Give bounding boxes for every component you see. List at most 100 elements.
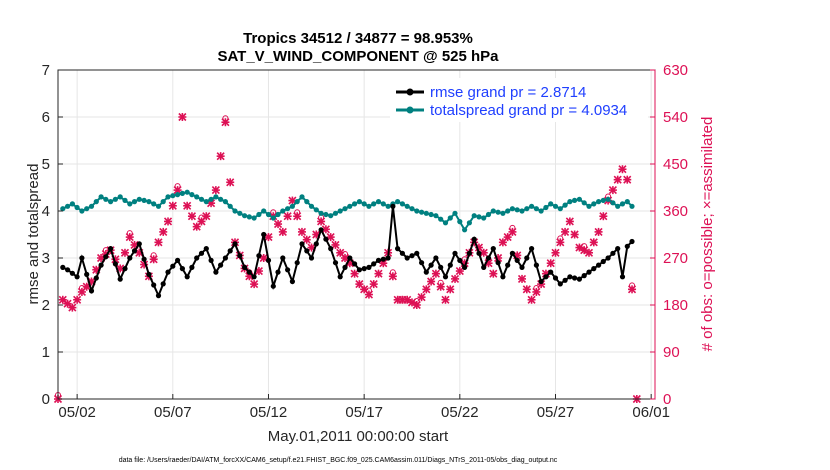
rmse-point <box>318 227 324 233</box>
totalspread-point <box>265 211 272 218</box>
rmse-point <box>509 250 515 256</box>
rmse-point <box>519 264 525 270</box>
totalspread-point <box>485 211 492 218</box>
obs-marker <box>326 233 335 242</box>
rmse-point <box>433 255 439 261</box>
totalspread-point <box>462 227 468 233</box>
totalspread-point <box>141 197 147 203</box>
totalspread-point <box>457 219 463 225</box>
rmse-point <box>308 255 315 261</box>
rmse-point <box>108 246 114 252</box>
x-axis-ticks: 05/02 05/07 05/12 05/17 05/22 05/27 06/01 <box>58 394 670 421</box>
obs-possible-mark <box>270 209 277 216</box>
rmse-point <box>246 269 252 275</box>
obs-marker <box>527 295 536 304</box>
obs-marker <box>364 287 374 299</box>
rmse-point <box>213 269 219 275</box>
y-left-tick-label: 4 <box>42 203 50 220</box>
rmse-point <box>390 203 396 209</box>
obs-marker <box>589 238 598 247</box>
totalspread-point <box>289 203 295 209</box>
obs-marker <box>350 269 359 278</box>
totalspread-point <box>548 201 554 207</box>
totalspread-point <box>538 208 544 214</box>
totalspread-point <box>476 214 482 220</box>
totalspread-point <box>251 215 257 221</box>
totalspread-point <box>342 206 348 212</box>
rmse-point <box>79 255 85 261</box>
legend-rmse-marker <box>406 88 414 96</box>
totalspread-point <box>576 196 583 202</box>
obs-possible-mark <box>581 243 588 250</box>
rmse-point <box>385 255 391 261</box>
totalspread-point <box>452 210 458 216</box>
y-left-tick-label: 3 <box>42 250 50 267</box>
x-tick-label: 05/07 <box>154 404 192 421</box>
rmse-point <box>189 264 195 270</box>
rmse-point <box>275 269 281 275</box>
obs-marker <box>183 201 192 210</box>
totalspread-point <box>323 211 329 218</box>
totalspread-point <box>65 203 71 209</box>
rmse-point <box>375 257 382 263</box>
totalspread-point <box>533 206 540 212</box>
obs-marker <box>355 280 364 289</box>
obs-marker <box>427 277 436 286</box>
totalspread-point <box>189 192 195 198</box>
totalspread-point <box>505 208 511 214</box>
obs-marker <box>489 269 498 278</box>
obs-marker <box>455 266 464 276</box>
rmse-point <box>294 260 300 266</box>
rmse-point <box>347 255 353 261</box>
totalspread-point <box>60 206 66 212</box>
rmse-point <box>218 262 224 268</box>
totalspread-point <box>404 203 410 209</box>
legend-box <box>390 78 648 122</box>
obs-marker <box>120 248 130 257</box>
rmse-point <box>548 269 554 275</box>
obs-marker <box>73 295 82 304</box>
obs-marker <box>374 269 383 278</box>
rmse-point <box>323 236 329 242</box>
totalspread-point <box>500 210 506 216</box>
rmse-point <box>476 250 482 256</box>
totalspread-point <box>524 206 530 212</box>
totalspread-point <box>227 203 233 209</box>
rmse-point <box>261 231 267 238</box>
totalspread-point <box>285 206 291 212</box>
y-right-tick-label: 270 <box>663 250 688 267</box>
legend-spread-label: totalspread grand pr = 4.0934 <box>430 102 627 119</box>
rmse-point <box>419 260 425 266</box>
rmse-point <box>93 275 99 281</box>
totalspread-point <box>203 199 209 205</box>
totalspread-point <box>98 194 104 200</box>
x-axis-label: May.01,2011 00:00:00 start <box>268 428 449 445</box>
obs-marker <box>599 212 608 221</box>
totalspread-point <box>380 201 386 207</box>
rmse-point <box>184 274 190 280</box>
totalspread-point <box>371 201 377 207</box>
totalspread-point <box>466 220 472 226</box>
totalspread-point <box>304 199 310 205</box>
totalspread-point <box>419 209 425 215</box>
rmse-point <box>576 276 583 282</box>
legend-spread-marker <box>406 106 414 114</box>
rmse-point <box>146 271 152 277</box>
chart-subtitle: SAT_V_WIND_COMPONENT @ 525 hPa <box>217 48 499 65</box>
y-left-tick-label: 2 <box>42 297 50 314</box>
obs-marker <box>163 217 173 226</box>
rmse-point <box>117 276 123 282</box>
obs-marker <box>556 235 565 247</box>
totalspread-point <box>395 199 401 205</box>
totalspread-point <box>208 196 214 202</box>
rmse-point <box>198 250 205 256</box>
rmse-point <box>409 253 415 259</box>
totalspread-point <box>428 211 434 218</box>
rmse-point <box>332 260 339 266</box>
totalspread-point <box>270 215 276 221</box>
rmse-point <box>619 274 626 280</box>
obs-marker <box>68 303 77 312</box>
rmse-point <box>529 246 535 252</box>
obs-marker <box>211 186 220 195</box>
totalspread-point <box>572 197 578 203</box>
